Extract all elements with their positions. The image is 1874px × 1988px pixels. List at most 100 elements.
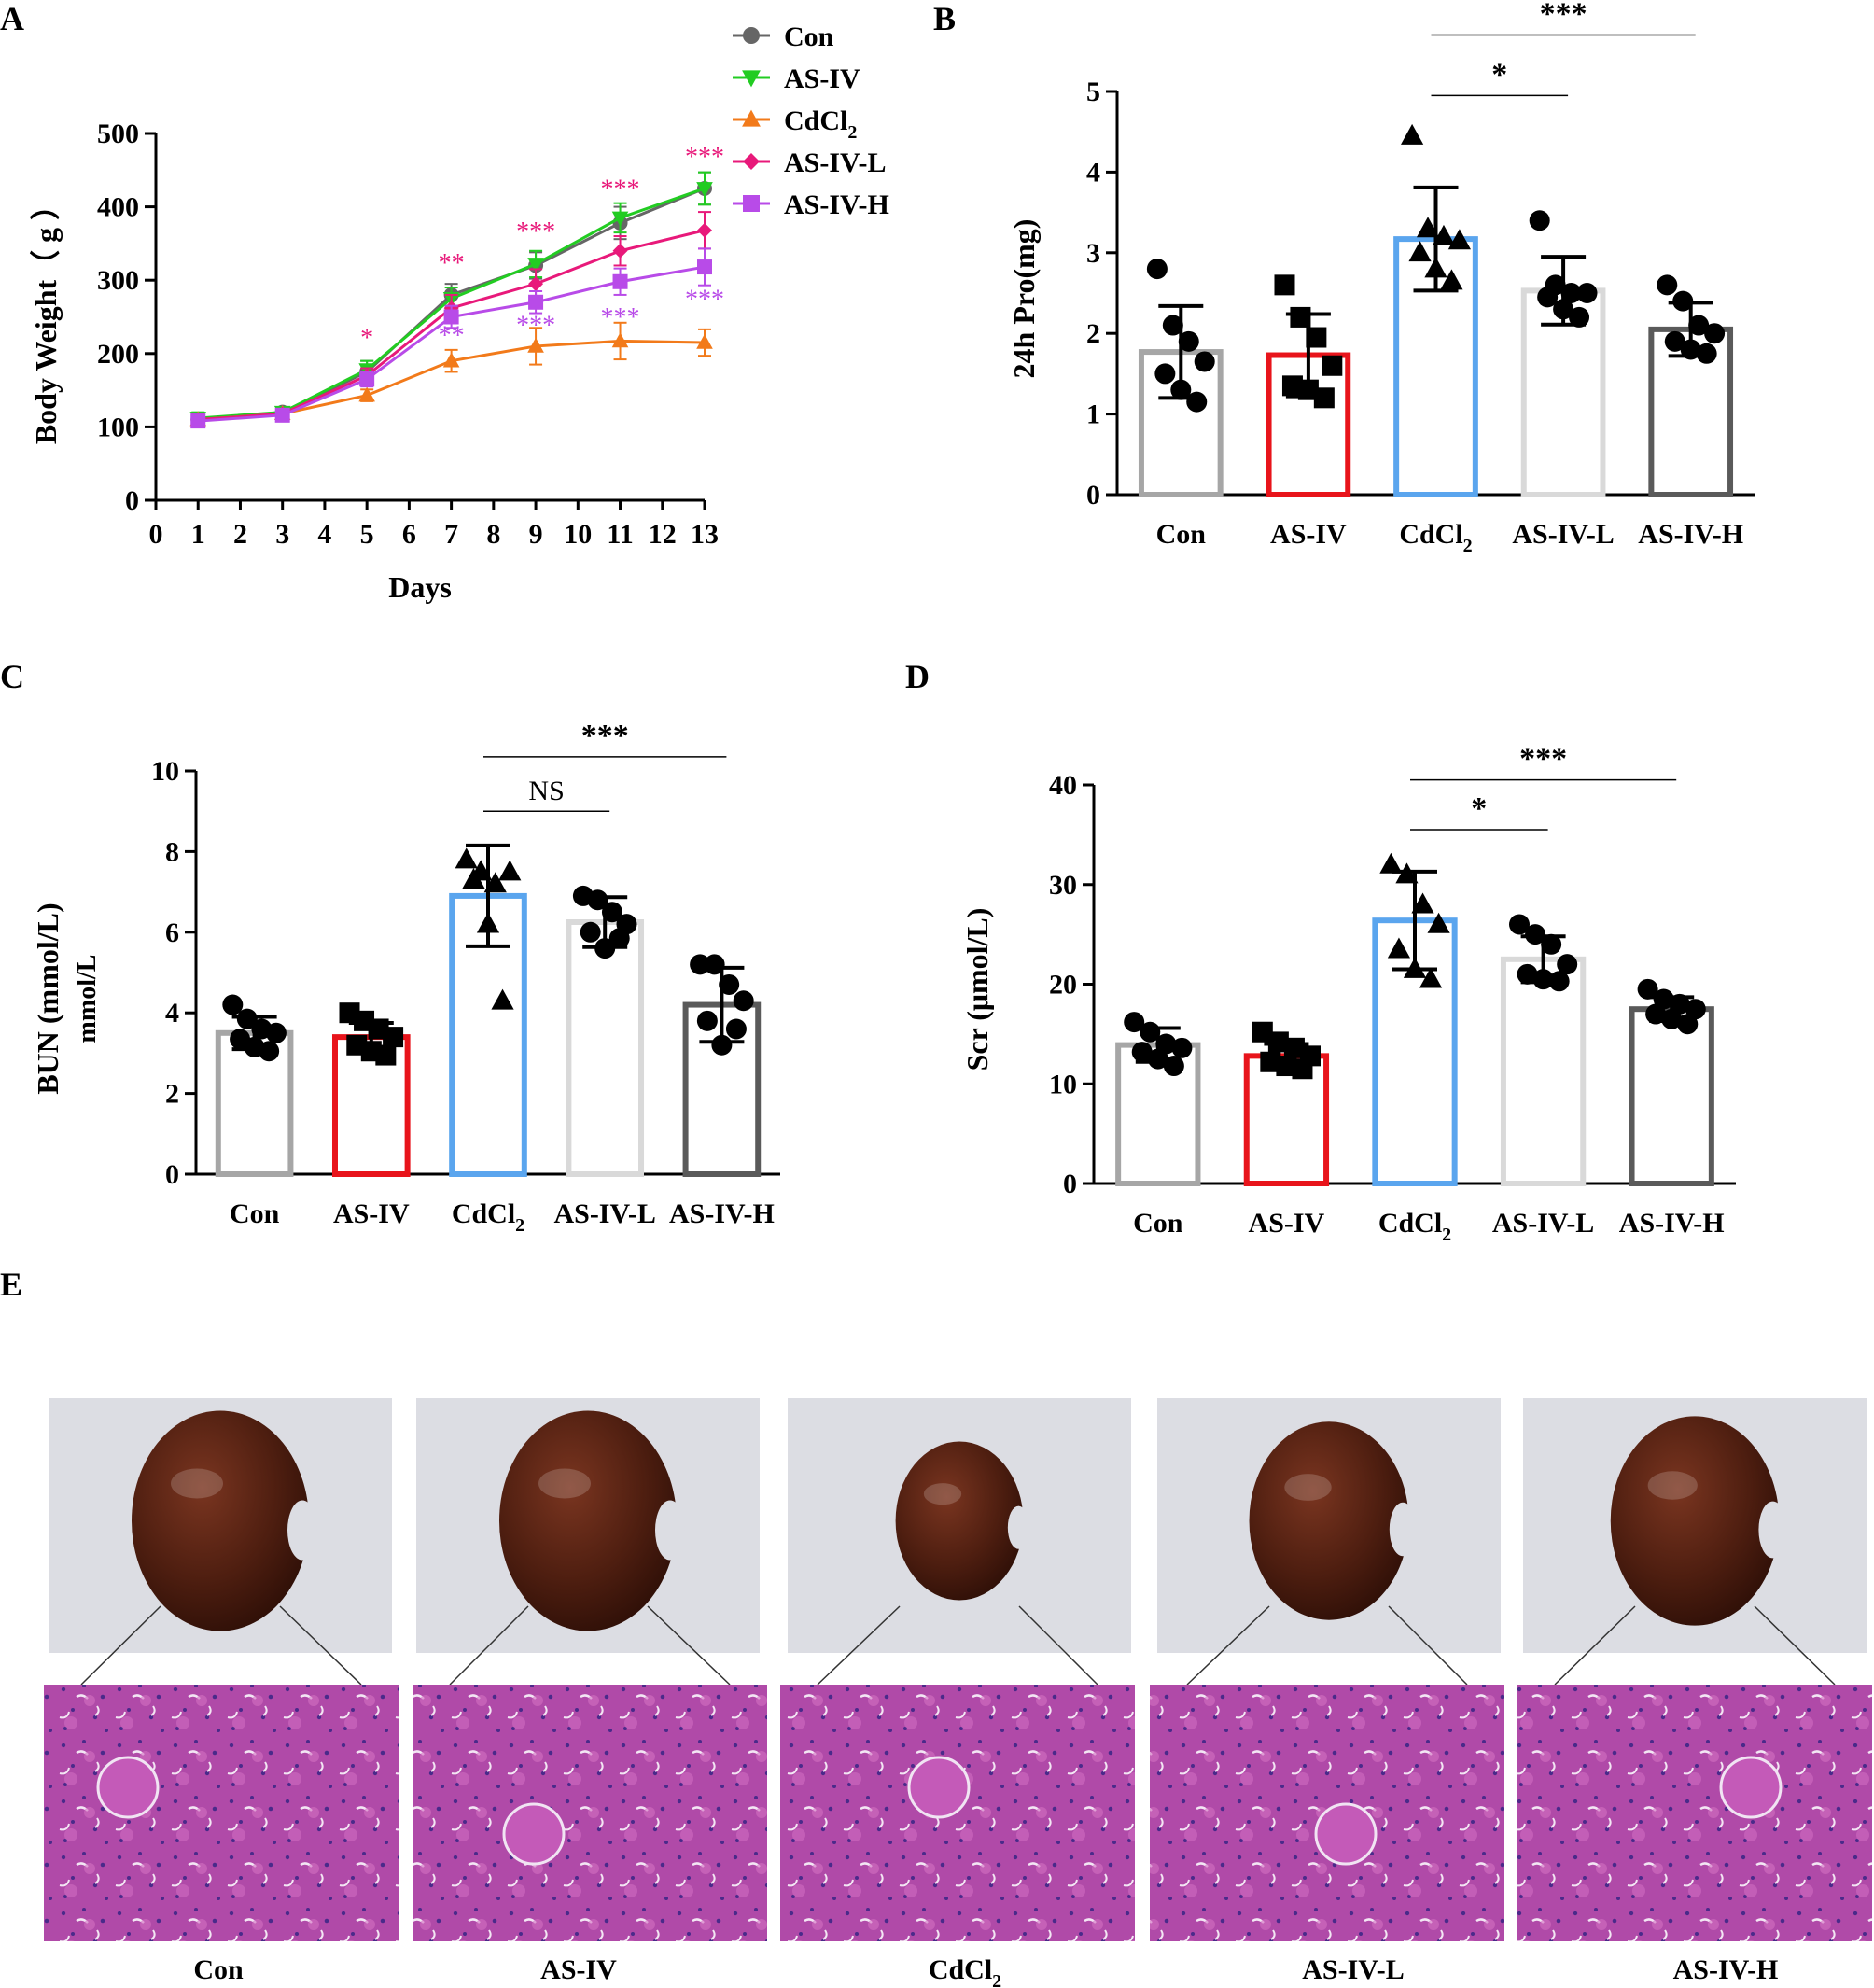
chart-b-datapoint <box>1408 241 1432 262</box>
chart-b-datapoint <box>1529 210 1550 231</box>
chart-c-datapoint <box>265 1022 287 1043</box>
chart-c-xtick-label: AS-IV-H <box>669 1198 775 1229</box>
chart-d-datapoint <box>1260 1051 1281 1072</box>
chart-b-datapoint <box>1416 217 1440 238</box>
chart-a-point <box>696 333 713 349</box>
chart-d-datapoint <box>1267 1031 1289 1053</box>
chart-d-bar-as-iv-l <box>1500 956 1587 1186</box>
chart-c-datapoint <box>704 954 725 975</box>
chart-a-significance: ** <box>439 249 465 278</box>
chart-a-significance: *** <box>601 303 640 332</box>
histology-image-0 <box>44 1685 399 1941</box>
chart-c-xtick-label: AS-IV <box>333 1198 410 1229</box>
chart-b-datapoint <box>1672 290 1694 312</box>
chart-c-bar-as-iv-l <box>566 919 645 1177</box>
chart-d-datapoint <box>1140 1021 1161 1043</box>
chart-b-datapoint <box>1657 274 1678 296</box>
chart-d-xtick-label-main: AS-IV <box>1249 1208 1325 1239</box>
chart-b-xtick-label-main: CdCl <box>1399 519 1462 550</box>
chart-b-datapoint <box>1440 269 1463 290</box>
chart-d-datapoint <box>1419 967 1443 988</box>
zoom-connector-left <box>80 1605 161 1686</box>
zoom-connector-right <box>1388 1605 1468 1686</box>
chart-b-datapoint <box>1322 355 1343 376</box>
panel-e-label-2-main: CdCl <box>929 1954 992 1985</box>
chart-c-datapoint <box>608 928 630 949</box>
chart-b-xtick-label-main: AS-IV-L <box>1512 519 1614 550</box>
chart-a-xtick-label: 2 <box>233 519 247 550</box>
chart-b-xtick-label: CdCl2 <box>1399 519 1472 556</box>
chart-b-significance-label: * <box>1491 57 1507 91</box>
histology-image-1 <box>413 1685 767 1941</box>
chart-b-datapoint <box>1537 287 1559 308</box>
chart-c-datapoint <box>594 938 616 959</box>
chart-d-bar-as-iv <box>1243 1053 1330 1186</box>
chart-d-datapoint <box>1637 978 1658 1000</box>
chart-a-point <box>696 182 713 198</box>
chart-d-ytick-label: 0 <box>1063 1169 1077 1199</box>
chart-c-ytick-label: 2 <box>165 1079 179 1110</box>
glomerulus <box>1314 1802 1378 1866</box>
chart-b-datapoint <box>1306 327 1327 348</box>
panel-e-kidney-images: Con AS-IV CdCl2 AS-IV-L AS-IV-H <box>44 1398 1872 1988</box>
chart-c-datapoint <box>476 912 500 933</box>
glomerulus <box>1719 1756 1783 1819</box>
chart-a-significance: *** <box>516 217 555 246</box>
chart-c-datapoint <box>601 902 622 923</box>
chart-a-point <box>527 258 544 273</box>
kidney-hilum <box>655 1500 685 1561</box>
chart-a-significance: *** <box>685 143 724 172</box>
zoom-connector-left <box>449 1605 529 1686</box>
panel-letter-c: C <box>0 658 24 695</box>
chart-d-datapoint <box>1283 1037 1305 1058</box>
chart-a-point <box>358 386 375 402</box>
chart-c-datapoint <box>733 990 754 1012</box>
chart-a-ytick-label: 100 <box>97 412 139 442</box>
legend-label-as-iv-h: AS-IV-H <box>784 189 889 220</box>
chart-c-datapoint <box>498 860 522 881</box>
chart-c-ytick-label: 0 <box>165 1159 179 1190</box>
chart-b-datapoint <box>1290 306 1311 328</box>
kidney-highlight <box>1284 1474 1332 1501</box>
chart-b-ytick-label: 3 <box>1086 238 1100 269</box>
chart-d-ytick-label: 30 <box>1049 870 1077 901</box>
chart-d-xtick-label-main: AS-IV-H <box>1619 1208 1725 1239</box>
chart-a-significance: ** <box>439 322 465 351</box>
chart-d-datapoint <box>1252 1021 1273 1043</box>
chart-d-datapoint <box>1276 1056 1297 1077</box>
chart-c-xtick-label-main: AS-IV <box>333 1198 410 1229</box>
chart-a-point <box>274 407 290 423</box>
legend-label-as-iv: AS-IV <box>784 63 860 94</box>
chart-c-xtick-label-sub: 2 <box>515 1215 524 1236</box>
chart-d-ytick-label: 20 <box>1049 970 1077 1001</box>
chart-d-ytick-label: 10 <box>1049 1069 1077 1099</box>
chart-b-datapoint <box>1194 351 1215 372</box>
glomerulus <box>502 1802 566 1866</box>
chart-c-datapoint <box>259 1041 280 1062</box>
kidney-image <box>132 1410 309 1631</box>
legend-marker <box>742 70 761 88</box>
chart-d-significance-label: *** <box>1519 742 1567 777</box>
chart-b-datapoint <box>1178 330 1199 352</box>
panel-e-label-3-main: AS-IV-L <box>1302 1954 1404 1985</box>
chart-a-significance: *** <box>601 175 640 203</box>
chart-c-datapoint <box>236 1008 258 1029</box>
chart-a-xtick-label: 3 <box>275 519 289 550</box>
chart-c-significance-label: *** <box>581 719 629 753</box>
chart-a-xtick-label: 11 <box>607 519 633 550</box>
chart-b-datapoint <box>1447 229 1472 250</box>
chart-d-datapoint <box>1532 969 1554 990</box>
chart-c-xtick-label-main: CdCl <box>452 1198 515 1229</box>
chart-c-datapoint <box>711 1034 733 1056</box>
chart-d-datapoint <box>1124 1012 1145 1033</box>
kidney-hilum <box>287 1500 317 1561</box>
kidney-highlight <box>1647 1471 1698 1500</box>
chart-c-datapoint <box>719 973 740 995</box>
panel-e-label-0-main: Con <box>193 1954 244 1985</box>
kidney-highlight <box>538 1468 591 1499</box>
chart-c-xtick-label-main: AS-IV-L <box>553 1198 655 1229</box>
chart-c-xtick-label-main: Con <box>230 1198 280 1229</box>
chart-b-significance-label: *** <box>1540 0 1587 32</box>
